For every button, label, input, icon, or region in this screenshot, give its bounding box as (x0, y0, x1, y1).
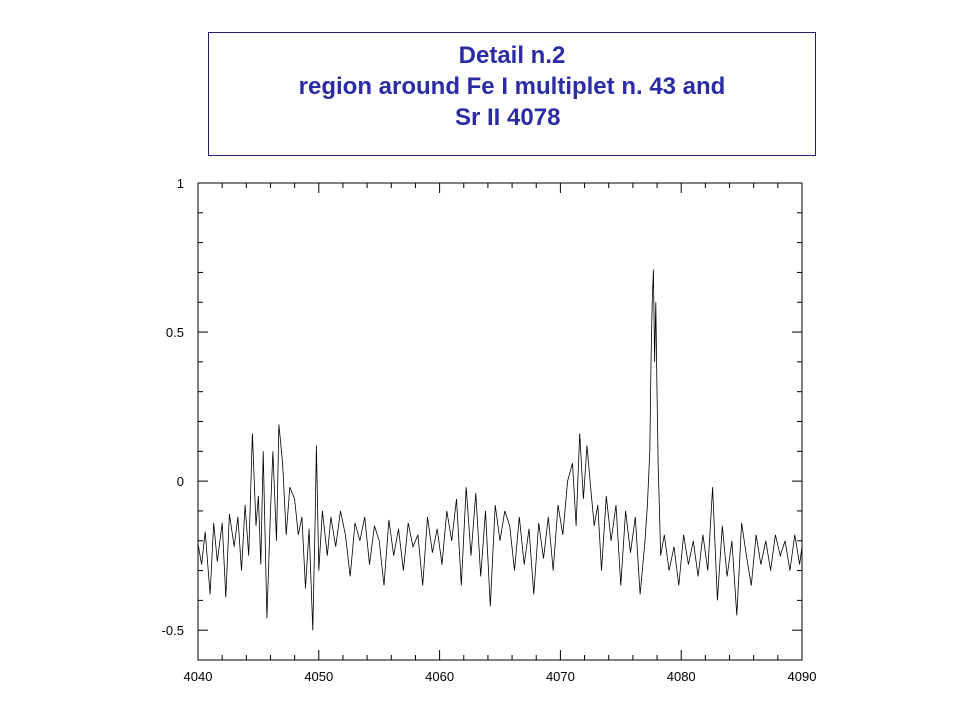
y-tick-label: 1 (177, 176, 184, 191)
x-tick-label: 4050 (304, 669, 333, 684)
chart-title-box: Detail n.2 region around Fe I multiplet … (208, 32, 816, 156)
x-tick-label: 4080 (667, 669, 696, 684)
x-tick-label: 4070 (546, 669, 575, 684)
x-tick-label: 4060 (425, 669, 454, 684)
plot-frame (197, 182, 803, 661)
chart-title-line-2: region around Fe I multiplet n. 43 and (298, 73, 726, 100)
axis-tick-labels: 4040 4050 4060 4070 4080 4090 -0.5 0 0.5 1 (162, 176, 817, 684)
y-tick-label: -0.5 (162, 623, 184, 638)
y-tick-label: 0.5 (166, 325, 184, 340)
axis-ticks (197, 182, 803, 661)
y-tick-label: 0 (177, 474, 184, 489)
spectrum-trace (197, 269, 803, 631)
x-tick-label: 4090 (788, 669, 817, 684)
chart-title-line-3: Sr II 4078 (455, 104, 561, 131)
x-tick-label: 4040 (184, 669, 213, 684)
chart-title-line-1: Detail n.2 (458, 42, 566, 69)
